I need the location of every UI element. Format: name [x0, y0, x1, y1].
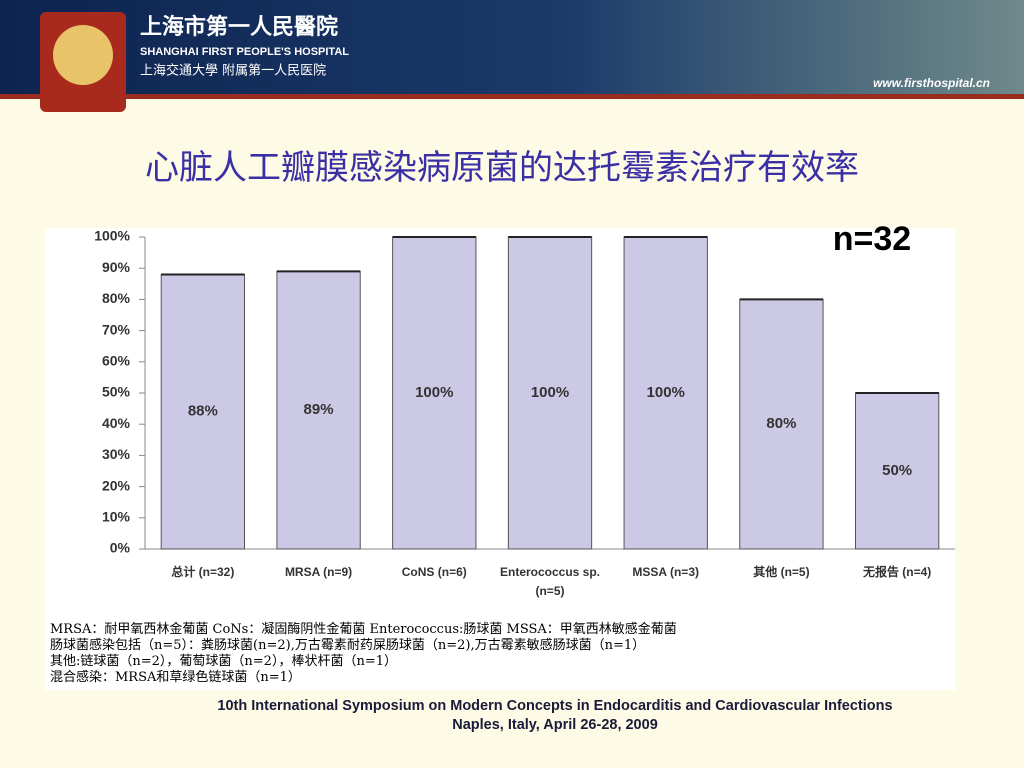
- value-label: 100%: [415, 384, 453, 401]
- university: 上海交通大學 附属第一人民医院: [140, 63, 326, 79]
- y-tick-label: 10%: [102, 509, 131, 525]
- value-label: 88%: [188, 403, 218, 420]
- y-tick-label: 50%: [102, 384, 131, 400]
- bar: [854, 392, 940, 550]
- y-tick-label: 30%: [102, 446, 131, 462]
- bar: [623, 236, 708, 550]
- footer-line: 10th International Symposium on Modern C…: [217, 698, 893, 714]
- x-tick-label: Enterococcus sp. (n=5): [499, 565, 601, 598]
- note: 肠球菌感染包括（n=5）：粪肠球菌(n=2),万古霉素耐药屎肠球菌（n=2),万…: [50, 638, 646, 653]
- y-tick-label: 60%: [102, 353, 131, 369]
- website: www.firsthospital.cn: [873, 76, 990, 90]
- x-tick-label: MRSA (n=9): [284, 565, 353, 579]
- bar: [507, 236, 593, 550]
- value-label: 80%: [766, 415, 796, 432]
- y-tick-label: 80%: [102, 290, 131, 306]
- value-label: 100%: [531, 384, 569, 401]
- hospital-english: SHANGHAI FIRST PEOPLE'S HOSPITAL: [140, 46, 349, 58]
- x-tick-label: CoNS (n=6): [401, 565, 467, 579]
- x-tick-label: 其他 (n=5): [753, 565, 810, 579]
- x-tick-label: 总计 (n=32): [171, 565, 235, 579]
- y-tick-label: 70%: [102, 321, 131, 337]
- header-stripe: [0, 94, 1024, 99]
- value-label: 50%: [882, 462, 912, 479]
- hospital-name: 上海市第一人民醫院: [140, 14, 338, 40]
- note: MRSA：耐甲氧西林金葡菌 CoNs：凝固酶阴性金葡菌 Enterococcus…: [50, 622, 677, 637]
- y-tick-label: 0%: [110, 540, 131, 556]
- y-tick-label: 40%: [102, 415, 131, 431]
- x-tick-label: 无报告 (n=4): [862, 565, 932, 579]
- annotation: n=32: [833, 220, 911, 258]
- x-tick-label: MSSA (n=3): [632, 565, 699, 579]
- bar: [739, 298, 824, 550]
- bar: [276, 270, 361, 550]
- chart-title: 心脏人工瓣膜感染病原菌的达托霉素治疗有效率: [145, 148, 859, 188]
- header-band: [0, 0, 1024, 94]
- logo-emblem: [53, 25, 113, 85]
- value-label: 100%: [647, 384, 685, 401]
- note: 混合感染：MRSA和草绿色链球菌（n=1）: [50, 670, 301, 685]
- note: 其他:链球菌（n=2），葡萄球菌（n=2），棒状杆菌（n=1）: [50, 654, 397, 669]
- bar: [392, 236, 477, 550]
- y-tick-label: 90%: [102, 259, 131, 275]
- y-tick-label: 100%: [94, 228, 130, 244]
- bar: [160, 273, 246, 550]
- value-label: 89%: [304, 401, 334, 418]
- footer-line: Naples, Italy, April 26-28, 2009: [452, 717, 658, 733]
- y-tick-label: 20%: [102, 477, 131, 493]
